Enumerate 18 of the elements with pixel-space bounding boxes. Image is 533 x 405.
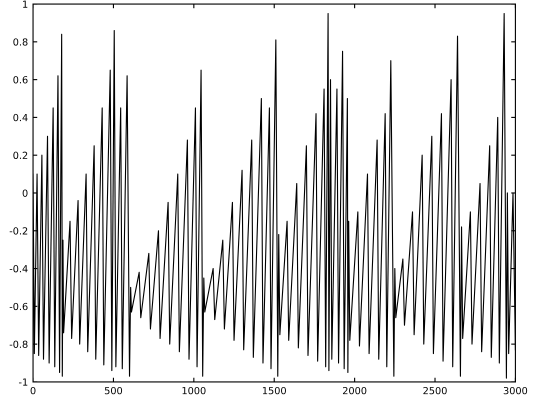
x-tick-label: 1000: [182, 386, 206, 394]
y-tick-label: -0.8: [10, 340, 28, 348]
y-tick-label: -1: [18, 378, 28, 386]
x-tick-label: 2000: [342, 386, 366, 394]
y-tick-label: -0.6: [10, 302, 28, 310]
y-tick-label: 0.8: [13, 38, 28, 46]
x-tick-label: 3000: [504, 386, 528, 394]
y-tick-label: -0.2: [10, 227, 28, 235]
x-tick-label: 0: [30, 386, 36, 394]
y-tick-label: 0: [22, 189, 28, 197]
x-tick-label: 500: [104, 386, 122, 394]
x-tick-label: 2500: [423, 386, 447, 394]
y-tick-label: -0.4: [10, 265, 28, 272]
y-tick-label: 0.4: [13, 114, 28, 122]
y-tick-label: 0.2: [13, 152, 28, 160]
x-tick-label: 1500: [262, 386, 286, 394]
y-tick-label: 1: [23, 0, 28, 8]
y-tick-label: 0.6: [13, 76, 28, 84]
